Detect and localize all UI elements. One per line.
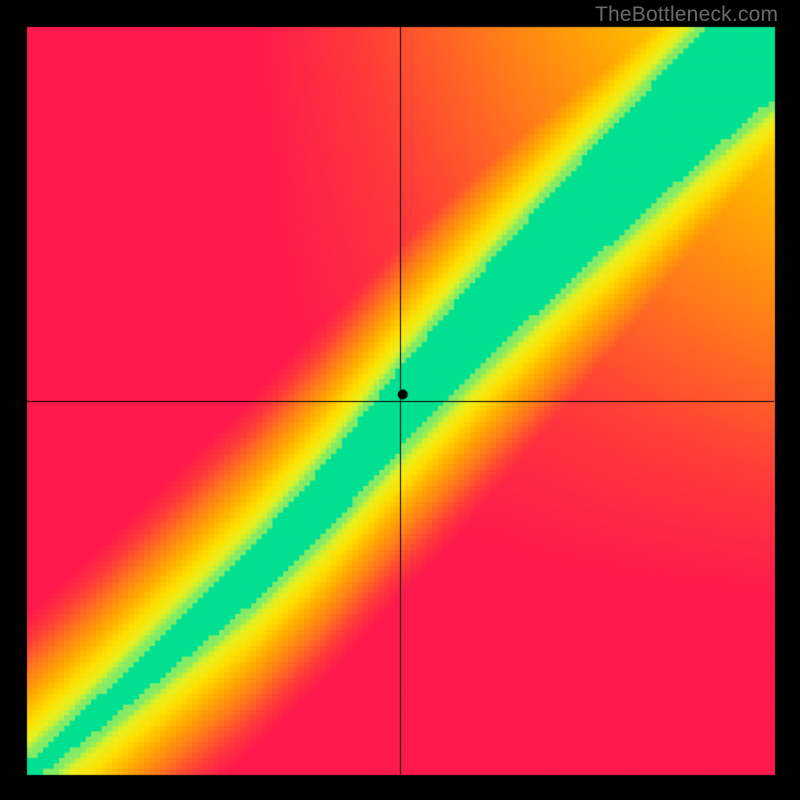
bottleneck-heatmap — [0, 0, 800, 800]
watermark-text: TheBottleneck.com — [595, 3, 778, 27]
chart-container: TheBottleneck.com — [0, 0, 800, 800]
